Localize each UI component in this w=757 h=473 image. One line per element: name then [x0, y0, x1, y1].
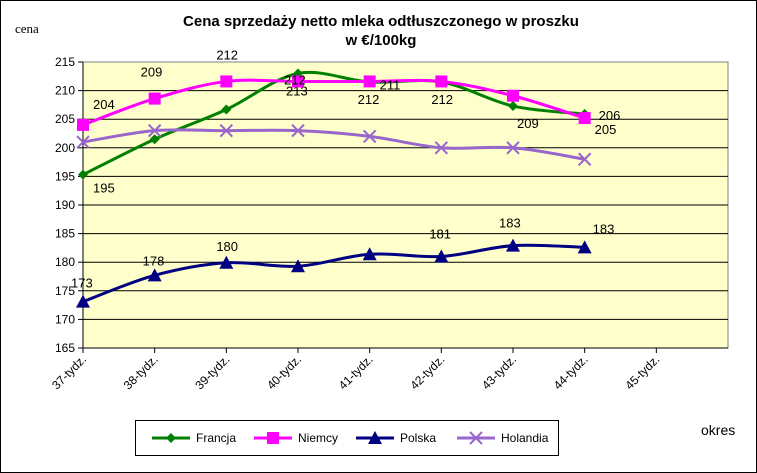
data-point-polska — [219, 255, 234, 269]
y-tick-label: 200 — [55, 141, 75, 155]
legend-swatch — [457, 431, 495, 445]
data-label: 181 — [429, 226, 451, 241]
data-point-francja — [221, 104, 232, 115]
x-tick-label: 39-tydz. — [192, 352, 232, 392]
legend-swatch — [152, 433, 190, 443]
data-point-holandia — [147, 123, 162, 138]
data-point-holandia — [434, 141, 449, 155]
data-label: 183 — [593, 221, 615, 236]
data-label: 206 — [599, 108, 621, 123]
data-point-niemcy — [507, 89, 519, 102]
legend-label: Francja — [196, 431, 237, 445]
series-line-polska — [82, 243, 585, 304]
data-point-polska — [147, 268, 162, 282]
legend-marker — [368, 431, 382, 444]
data-point-francja — [78, 169, 88, 180]
x-tick-label: 37-tydz. — [49, 352, 89, 392]
data-point-polska — [291, 259, 305, 273]
y-tick-label: 175 — [55, 284, 75, 298]
legend-swatch — [254, 432, 292, 444]
x-tick-label: 40-tydz. — [264, 352, 304, 392]
data-point-holandia — [506, 141, 520, 155]
data-point-polska — [434, 249, 449, 263]
data-point-holandia — [219, 123, 234, 138]
data-label: 204 — [93, 97, 115, 112]
data-label: 212 — [216, 47, 238, 62]
y-tick-label: 190 — [55, 198, 75, 212]
y-tick-label: 195 — [55, 169, 75, 183]
legend-label: Niemcy — [298, 431, 339, 445]
legend-swatch — [356, 431, 394, 444]
data-point-francja — [149, 134, 160, 145]
data-point-polska — [577, 240, 592, 254]
x-tick-label: 38-tydz. — [121, 352, 161, 392]
data-point-niemcy — [77, 118, 89, 131]
data-label: 178 — [143, 253, 165, 268]
data-point-niemcy — [578, 112, 591, 125]
chart-subtitle: w €/100kg — [345, 32, 417, 49]
series-line-francja — [82, 70, 585, 177]
legend-label: Polska — [400, 431, 437, 445]
y-tick-label: 210 — [55, 84, 75, 98]
data-label: 212 — [284, 72, 306, 87]
series-line-holandia — [82, 128, 585, 161]
y-tick-label: 185 — [55, 227, 75, 241]
legend-marker — [166, 433, 176, 443]
legend-marker — [469, 431, 483, 445]
data-point-polska — [506, 238, 520, 252]
legend-marker — [267, 432, 279, 444]
x-tick-label: 41-tydz. — [336, 352, 376, 392]
x-tick-label: 45-tydz. — [622, 352, 662, 392]
data-label: 212 — [431, 92, 453, 107]
x-axis-label: okres — [701, 422, 736, 438]
data-label: 209 — [517, 116, 539, 131]
data-label: 211 — [380, 77, 401, 92]
legend-label: Holandia — [501, 431, 549, 445]
x-tick-label: 44-tydz. — [551, 352, 591, 392]
data-label: 205 — [595, 122, 617, 137]
data-point-holandia — [577, 152, 592, 166]
data-label: 212 — [358, 92, 380, 107]
data-point-holandia — [76, 135, 90, 149]
data-point-francja — [508, 101, 518, 112]
data-label: 183 — [499, 216, 521, 231]
y-tick-label: 170 — [55, 312, 75, 326]
data-label: 173 — [71, 276, 93, 291]
data-label: 180 — [216, 239, 238, 254]
data-point-polska — [76, 294, 90, 308]
data-label: 195 — [93, 181, 115, 196]
data-point-niemcy — [435, 75, 448, 88]
y-tick-label: 165 — [55, 341, 75, 355]
data-point-holandia — [291, 123, 305, 138]
y-tick-label: 215 — [55, 55, 75, 69]
series-line-niemcy — [82, 78, 586, 127]
data-point-niemcy — [292, 75, 304, 88]
x-tick-label: 43-tydz. — [479, 352, 519, 392]
data-point-niemcy — [148, 92, 161, 105]
y-axis-label: cena — [15, 21, 39, 36]
y-tick-label: 180 — [55, 255, 75, 269]
data-point-polska — [362, 247, 377, 261]
data-point-niemcy — [220, 75, 233, 88]
data-point-niemcy — [363, 75, 376, 88]
legend: Francja Niemcy Polska Holandia — [135, 420, 559, 456]
data-point-holandia — [362, 129, 377, 144]
data-label: 209 — [141, 65, 163, 80]
chart-title: Cena sprzedaży netto mleka odtłuszczoneg… — [183, 13, 579, 30]
x-tick-label: 42-tydz. — [407, 352, 447, 392]
y-tick-label: 205 — [55, 112, 75, 126]
